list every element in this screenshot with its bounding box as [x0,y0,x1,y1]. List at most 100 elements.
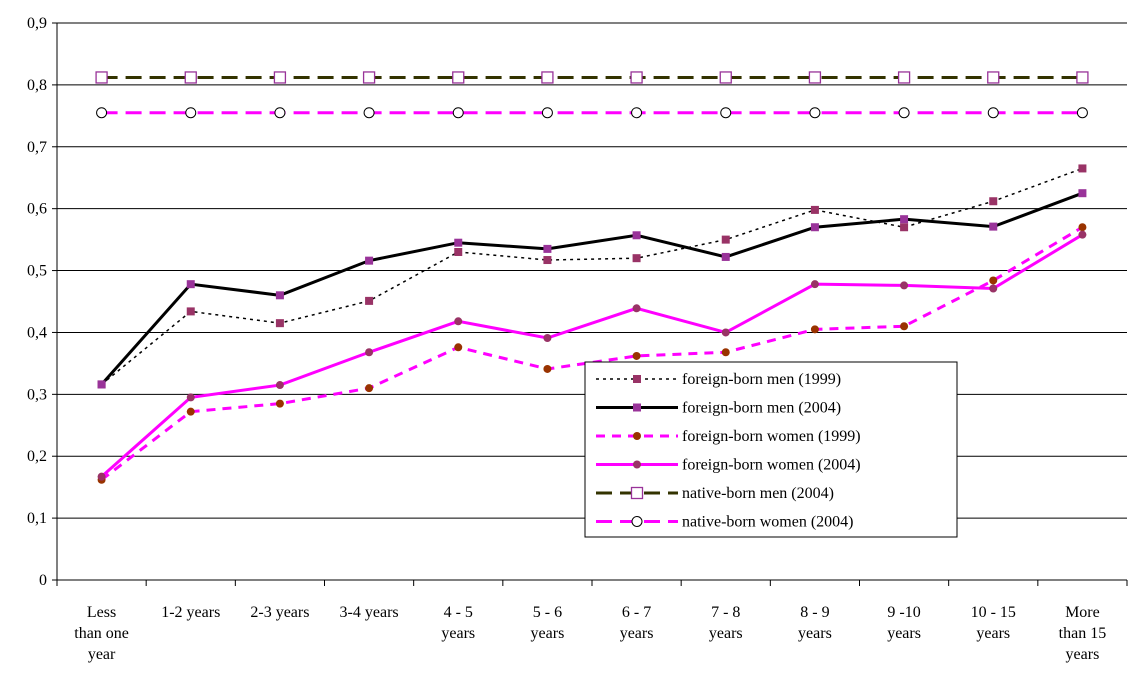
marker [365,296,374,305]
marker [810,325,819,334]
marker [186,407,195,416]
marker [719,71,732,84]
legend: foreign-born men (1999) foreign-born men … [584,361,958,538]
marker [274,107,286,119]
x-tick-label: 3-4 years [340,604,399,621]
marker [721,235,730,244]
marker [96,107,108,119]
x-tick-label: 6 - 7 years [620,604,654,642]
y-tick-label: 0 [39,572,47,589]
marker [541,71,554,84]
marker [808,71,822,84]
marker [810,205,819,214]
x-tick-label: 7 - 8 years [709,604,743,642]
marker [452,71,465,84]
marker [186,307,195,316]
marker [454,317,463,326]
y-tick-label: 0,6 [27,201,47,218]
marker [275,319,284,328]
marker [365,384,374,393]
marker [363,107,375,119]
marker [720,107,732,119]
y-tick-label: 0,2 [27,448,47,465]
marker [721,252,730,261]
marker [1076,107,1088,119]
legend-box [584,361,958,538]
marker [810,280,819,289]
marker [97,472,106,481]
marker [721,328,730,337]
y-tick-label: 0,3 [27,386,47,403]
marker [362,71,376,84]
marker [543,364,552,373]
marker [541,107,553,119]
marker [809,107,821,119]
marker [633,432,641,440]
marker [900,215,909,224]
series-line [100,233,1084,478]
marker [273,71,287,84]
x-tick-label: 2-3 years [250,604,309,621]
marker [275,399,284,408]
legend-label: foreign-born women (1999) [682,428,861,445]
marker [1078,223,1087,232]
marker [989,222,998,231]
marker [275,381,284,390]
marker [365,256,374,265]
marker [897,71,911,84]
marker [989,284,998,293]
marker [633,403,641,412]
marker [900,322,909,331]
marker [987,71,1000,84]
marker [1078,230,1087,239]
marker [454,238,463,247]
marker [900,281,909,290]
marker [632,231,641,240]
marker [633,460,641,469]
marker [898,107,910,119]
y-tick-label: 0,5 [27,263,47,280]
x-tick-label: Less than one year [74,604,129,663]
x-tick-label: 5 - 6 years [531,604,565,642]
series-line [101,167,1083,386]
marker [186,393,195,402]
y-tick-label: 0,9 [27,15,47,32]
y-tick-label: 0,7 [27,139,47,156]
y-tick-label: 0,8 [27,77,47,94]
x-tick-label: 9 -10 years [887,604,921,642]
marker [633,375,641,383]
x-tick-label: 4 - 5 years [441,604,475,642]
legend-label: foreign-born women (2004) [682,457,861,474]
marker [631,107,643,119]
marker [543,244,552,253]
marker [97,380,106,389]
marker [900,223,909,232]
marker [95,71,108,84]
marker [365,348,374,357]
marker [1076,71,1089,84]
series-line [100,191,1083,386]
marker [632,254,641,263]
y-tick-label: 0,4 [27,324,47,341]
marker [452,107,464,119]
y-tick-label: 0,1 [27,510,47,527]
marker [632,304,641,313]
marker [184,71,197,84]
legend-label: foreign-born men (2004) [682,400,841,417]
marker [631,516,643,527]
legend-label: foreign-born men (1999) [682,371,841,388]
x-tick-label: 8 - 9 years [798,604,832,642]
marker [632,351,641,360]
x-tick-label: 1-2 years [161,604,220,621]
marker [186,280,195,289]
marker [185,107,197,119]
marker [1078,164,1087,173]
x-tick-label: 10 - 15 years [971,604,1016,642]
marker [630,486,644,500]
marker [454,343,463,352]
x-tick-label: More than 15 years [1059,604,1107,663]
marker [721,348,730,357]
marker [810,223,819,232]
marker [989,197,998,206]
